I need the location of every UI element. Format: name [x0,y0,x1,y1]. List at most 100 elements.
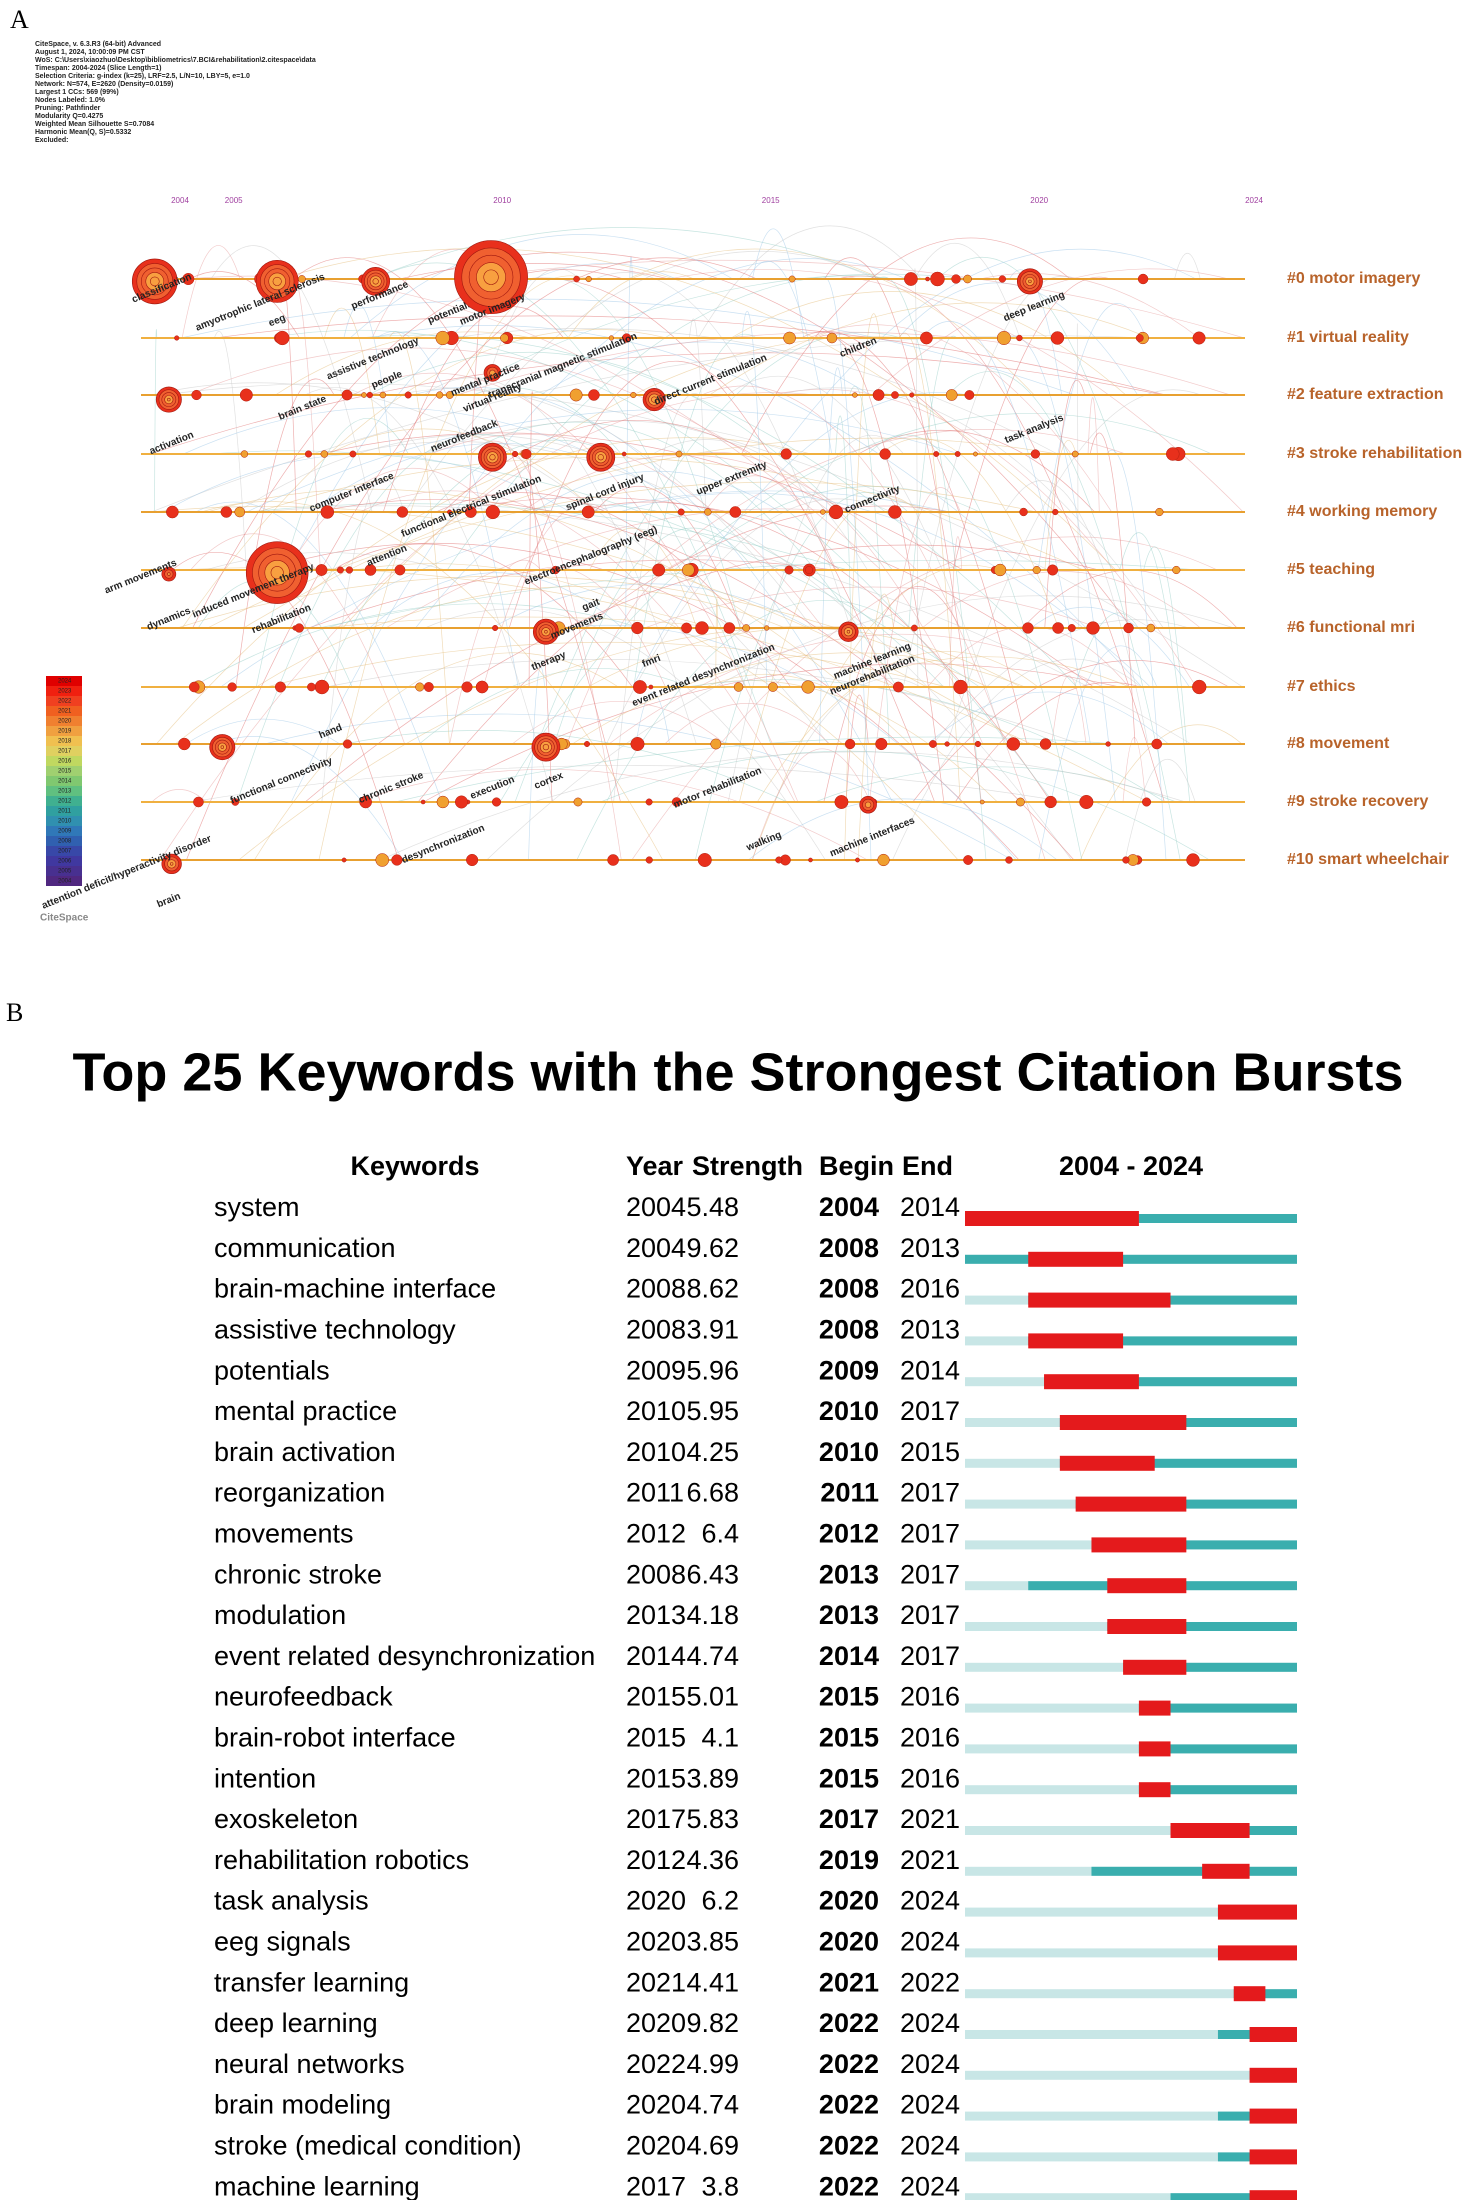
node [404,391,412,399]
burst-bar [1059,1455,1155,1471]
link [343,304,392,455]
legend-year: 2006 [58,859,72,865]
link [685,679,1165,803]
link [207,481,1037,629]
node [944,741,950,747]
link [948,371,1181,861]
info-line: Largest 1 CCs: 569 (99%) [35,89,119,96]
link [423,663,1120,803]
keyword-label: chronic stroke [357,770,425,806]
begin: 2020 [819,1886,879,1916]
end: 2016 [900,1723,960,1753]
end: 2016 [900,1763,960,1793]
node [788,275,796,283]
node [174,335,180,341]
burst-bar [1059,1415,1187,1430]
timeline-bg [965,2030,1297,2039]
burst-bar [1107,1578,1187,1594]
link [589,527,697,629]
node [630,737,645,751]
presence-bar [1107,1622,1297,1631]
node [645,798,653,806]
legend-year: 2014 [58,779,72,785]
legend-year: 2011 [58,809,72,815]
info-line: Network: N=574, E=2620 (Density=0.0159) [35,81,173,88]
burst-bar [1028,1333,1124,1349]
node [307,682,316,692]
panel-label: B [6,998,23,1027]
link [869,487,961,803]
link [423,377,697,745]
link [730,291,1127,396]
node [551,565,560,575]
link [921,321,1091,745]
node [294,623,304,633]
node [677,508,685,516]
node [652,563,666,577]
node [805,566,814,574]
node [645,856,653,864]
strength: 5.48 [686,1192,739,1222]
year: 2013 [626,1600,686,1630]
link [265,542,1020,861]
link [328,428,597,513]
node [1135,334,1144,342]
strength: 3.91 [686,1315,739,1345]
link [370,227,881,280]
begin: 2015 [819,1682,879,1712]
node [951,274,961,284]
node [879,448,891,460]
cluster-label: #2 feature extraction [1287,386,1444,403]
year: 2008 [626,1559,686,1589]
legend-year: 2016 [58,759,72,765]
legend-swatch [46,736,82,746]
link [268,329,1054,803]
node [227,682,237,692]
link [344,730,788,803]
link [563,624,1017,861]
link [435,492,791,688]
node [1016,334,1023,342]
begin: 2010 [819,1437,879,1467]
legend-swatch [46,826,82,836]
link [321,478,405,803]
link [553,527,755,745]
legend-swatch [46,846,82,856]
legend-swatch [46,706,82,716]
keyword-label: machine interfaces [828,815,917,859]
link [669,269,1244,513]
node [920,331,933,345]
legend-year: 2009 [58,829,72,835]
legend-swatch [46,686,82,696]
node [341,389,353,401]
begin: 2014 [819,1641,879,1671]
legend-year: 2004 [58,879,72,885]
legend-year: 2020 [58,719,72,725]
link [727,434,904,803]
link [849,385,890,745]
strength: 4.25 [686,1437,739,1467]
burst-bar [1075,1496,1187,1512]
node [588,389,600,401]
year: 2010 [626,1396,686,1426]
burst-bar [1233,1986,1266,2002]
node [909,392,915,398]
node [1044,795,1057,809]
link [594,485,741,629]
link [932,619,1190,745]
strength: 3.89 [686,1763,739,1793]
timeline-bg [965,2193,1297,2200]
info-line: Timespan: 2004-2024 (Slice Length=1) [35,65,162,72]
year-label: 2024 [1245,196,1263,205]
node [729,506,742,518]
node [865,801,872,808]
link [186,257,757,861]
node [485,504,500,520]
node [193,796,204,808]
node [521,449,532,459]
node [1192,331,1206,345]
network-layer: classification amyotrophic lateral sclero… [40,225,1245,912]
year: 2021 [626,1967,686,1997]
node [359,795,372,809]
begin: 2010 [819,1396,879,1426]
